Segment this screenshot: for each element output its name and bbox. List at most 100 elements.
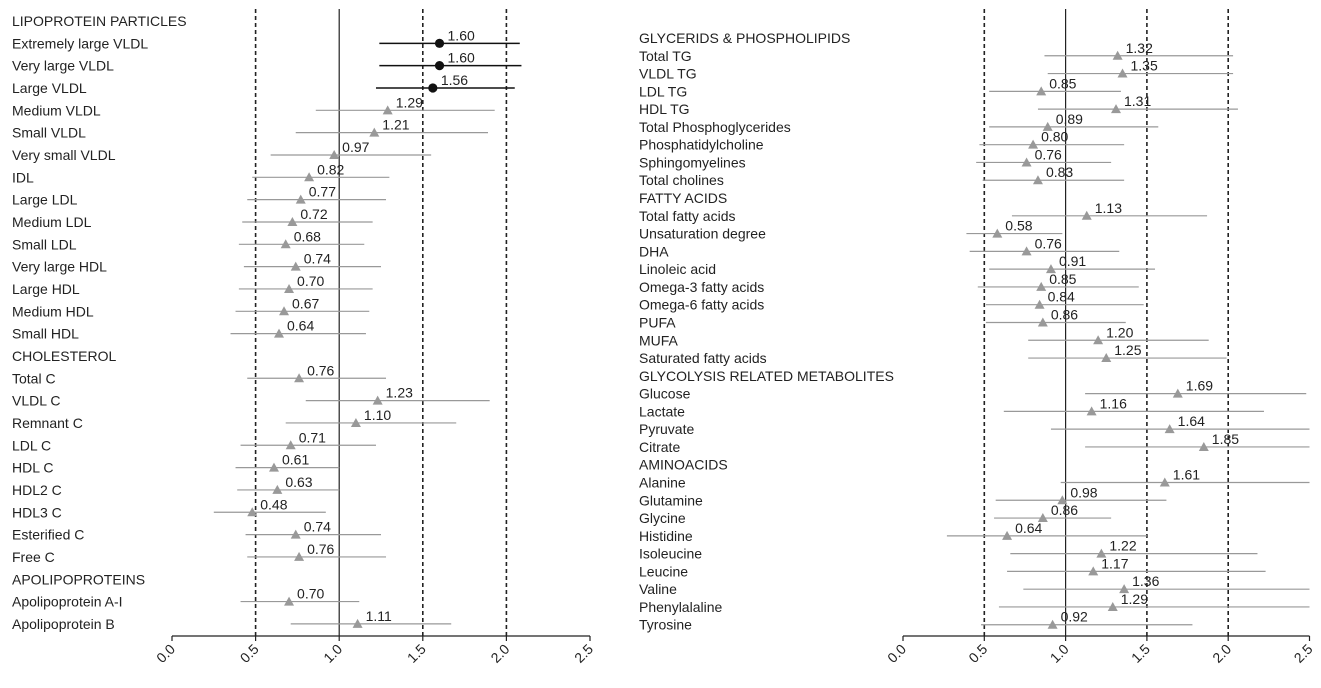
value-label: 1.85	[1212, 431, 1239, 447]
value-label: 1.60	[448, 27, 475, 43]
x-tick-label: 1.0	[320, 641, 345, 666]
point-estimate-triangle	[1093, 335, 1104, 345]
value-label: 1.64	[1178, 413, 1205, 429]
row-label: Very small VLDL	[12, 147, 116, 163]
row-label: Pyruvate	[639, 421, 694, 437]
point-estimate-triangle	[369, 127, 380, 137]
value-label: 0.91	[1059, 253, 1086, 269]
row-label: Medium LDL	[12, 214, 92, 230]
value-label: 1.13	[1095, 200, 1122, 216]
row-label: Glutamine	[639, 492, 703, 508]
point-estimate-triangle	[274, 328, 285, 338]
point-estimate-triangle	[1096, 548, 1107, 558]
value-label: 0.70	[297, 273, 324, 289]
value-label: 0.70	[297, 586, 324, 602]
value-label: 1.32	[1126, 40, 1153, 56]
row-label: Linoleic acid	[639, 261, 716, 277]
row-label: Medium HDL	[12, 303, 94, 319]
row-label: Esterified C	[12, 527, 84, 543]
point-estimate-triangle	[1032, 175, 1043, 185]
point-estimate-triangle	[1107, 601, 1118, 611]
row-label: HDL C	[12, 460, 54, 476]
row-label: Isoleucine	[639, 546, 702, 562]
row-label: Omega-6 fatty acids	[639, 297, 764, 313]
value-label: 0.84	[1048, 289, 1075, 305]
row-label: Saturated fatty acids	[639, 350, 767, 366]
point-estimate-triangle	[352, 618, 363, 628]
x-tick-label: 1.0	[1047, 641, 1072, 666]
row-label: Small LDL	[12, 236, 77, 252]
point-estimate-triangle	[1088, 566, 1099, 576]
value-label: 0.83	[1046, 164, 1073, 180]
x-tick-label: 2.0	[1209, 641, 1234, 666]
point-estimate-triangle	[1111, 104, 1122, 114]
point-estimate-triangle	[1164, 424, 1175, 434]
x-tick-label: 0.0	[153, 641, 178, 666]
point-estimate-triangle	[1119, 584, 1130, 594]
row-label: Small HDL	[12, 326, 79, 342]
forest-panel-left: 0.0 0.5 1.0 1.5 2.0 2.5 LIPOPROTEIN PARTICLES E…	[12, 9, 596, 666]
row-label: Total C	[12, 370, 56, 386]
value-label: 0.48	[260, 496, 287, 512]
value-label: 1.20	[1106, 324, 1133, 340]
row-label: Total cholines	[639, 172, 724, 188]
point-estimate-triangle	[284, 596, 295, 606]
row-label: Histidine	[639, 528, 693, 544]
row-label: LDL TG	[639, 83, 687, 99]
value-label: 0.97	[342, 139, 369, 155]
point-estimate-triangle	[1172, 388, 1183, 398]
point-estimate-triangle	[1086, 406, 1097, 416]
point-estimate-circle	[428, 83, 438, 93]
row-label: Omega-3 fatty acids	[639, 279, 764, 295]
row-label: Remnant C	[12, 415, 83, 431]
row-label: Total TG	[639, 48, 692, 64]
value-label: 0.85	[1049, 271, 1076, 287]
row-label: Extremely large VLDL	[12, 35, 148, 51]
section-header-label: GLYCERIDS & PHOSPHOLIPIDS	[639, 30, 850, 46]
row-label: Phenylalaline	[639, 599, 722, 615]
point-estimate-triangle	[290, 529, 301, 539]
row-label: Apolipoprotein A-I	[12, 594, 123, 610]
point-estimate-triangle	[992, 228, 1003, 238]
point-estimate-triangle	[1021, 246, 1032, 256]
row-label: Very large HDL	[12, 259, 107, 275]
value-label: 1.61	[1173, 467, 1200, 483]
point-estimate-triangle	[1036, 281, 1047, 291]
value-label: 1.29	[1121, 591, 1148, 607]
section-header-label: GLYCOLYSIS RELATED METABOLITES	[639, 368, 894, 384]
x-tick-label: 2.5	[571, 641, 596, 666]
point-estimate-triangle	[1159, 477, 1170, 487]
value-label: 0.76	[1035, 235, 1062, 251]
point-estimate-triangle	[329, 149, 340, 159]
point-estimate-triangle	[294, 551, 305, 561]
point-estimate-triangle	[1036, 86, 1047, 96]
point-estimate-triangle	[382, 105, 393, 115]
value-label: 0.74	[304, 251, 331, 267]
value-label: 1.56	[441, 72, 468, 88]
point-estimate-triangle	[279, 306, 290, 316]
value-label: 0.86	[1051, 306, 1078, 322]
row-label: Lactate	[639, 403, 685, 419]
row-label: MUFA	[639, 332, 679, 348]
point-estimate-triangle	[1034, 299, 1045, 309]
row-label: Unsaturation degree	[639, 226, 766, 242]
value-label: 1.69	[1186, 378, 1213, 394]
row-label: Total fatty acids	[639, 208, 736, 224]
point-estimate-triangle	[290, 261, 301, 271]
row-label: Glucose	[639, 386, 691, 402]
point-estimate-triangle	[295, 194, 306, 204]
forest-panel-right: 0.0 0.5 1.0 1.5 2.0 2.5 GLYCERIDS & PHOSPHOLIP…	[639, 9, 1316, 666]
point-estimate-triangle	[272, 484, 283, 494]
point-estimate-circle	[434, 61, 445, 71]
point-estimate-circle	[434, 38, 445, 48]
value-label: 1.21	[382, 117, 409, 133]
row-label: Total Phosphoglycerides	[639, 119, 791, 135]
point-estimate-triangle	[287, 216, 298, 226]
point-estimate-triangle	[247, 507, 258, 517]
value-label: 0.63	[285, 474, 312, 490]
row-label: Glycine	[639, 510, 686, 526]
row-label: DHA	[639, 243, 669, 259]
value-label: 0.77	[309, 184, 336, 200]
section-header-label: FATTY ACIDS	[639, 190, 727, 206]
point-estimate-triangle	[1057, 495, 1068, 505]
